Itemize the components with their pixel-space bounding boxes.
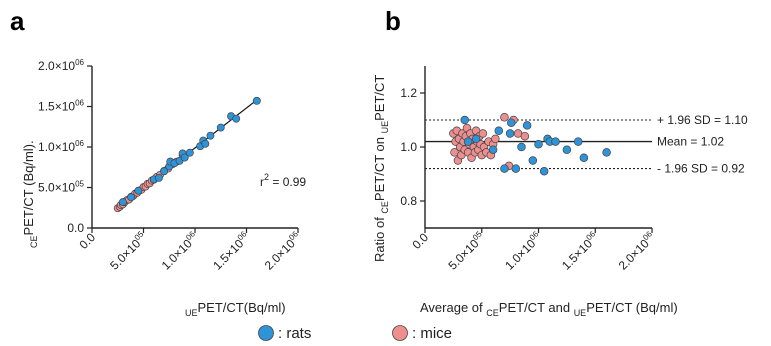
data-point-mice bbox=[478, 129, 488, 138]
data-point-rats bbox=[185, 148, 194, 157]
panel-a-y-axis-title: CEPET/CT (Bq/ml). bbox=[21, 140, 39, 248]
data-point-rats bbox=[505, 129, 515, 138]
data-point-rats bbox=[154, 173, 163, 182]
legend: : rats : mice bbox=[258, 325, 452, 342]
data-point-rats bbox=[573, 137, 583, 146]
legend-mice-marker bbox=[392, 325, 408, 341]
data-point-mice bbox=[491, 134, 500, 144]
legend-mice-label: : mice bbox=[412, 325, 452, 342]
data-point-rats bbox=[252, 96, 261, 105]
data-point-rats bbox=[201, 139, 210, 148]
panel-a-x-axis-title: UEPET/CT(Bq/ml) bbox=[185, 300, 286, 318]
data-point-rats bbox=[494, 126, 504, 136]
legend-rats-label: : rats bbox=[278, 325, 311, 342]
data-point-mice bbox=[500, 113, 509, 122]
y-tick-label: 1.5×1006 bbox=[38, 99, 84, 114]
y-tick-label: 1.2 bbox=[400, 86, 417, 100]
y-tick-label: 0.0 bbox=[67, 221, 84, 235]
data-point-rats bbox=[517, 142, 526, 152]
panel-b-y-axis-title: Ratio of CEPET/CT on UEPET/CT bbox=[372, 75, 390, 262]
x-tick-label: 2.0×1006 bbox=[261, 229, 304, 272]
x-tick-label: 2.0×1006 bbox=[615, 229, 658, 272]
data-point-rats bbox=[511, 164, 521, 173]
y-tick-label: 1.0×1006 bbox=[38, 139, 84, 154]
data-point-rats bbox=[602, 148, 611, 157]
data-point-rats bbox=[528, 156, 538, 165]
panel-a-letter: a bbox=[10, 6, 25, 36]
reference-line-label: Mean = 1.02 bbox=[657, 135, 724, 149]
data-point-rats bbox=[534, 140, 543, 149]
x-tick-label: 1.5×1006 bbox=[558, 229, 601, 272]
x-tick-label: 1.0×1006 bbox=[158, 229, 201, 272]
reference-line-label: + 1.96 SD = 1.10 bbox=[657, 113, 748, 127]
data-point-rats bbox=[463, 137, 473, 146]
x-tick-label: 0.0 bbox=[409, 230, 431, 252]
data-point-rats bbox=[488, 145, 498, 154]
data-point-mice bbox=[520, 131, 530, 141]
data-point-rats bbox=[232, 114, 241, 123]
y-tick-label: 5.0×1005 bbox=[38, 180, 84, 195]
x-tick-label: 1.0×1006 bbox=[502, 229, 545, 272]
panel-b-bland-altman: 0.8 1.0 1.2 0.0 5.0×1005 1.0×1006 1.5×1006 2.0×… bbox=[400, 66, 748, 273]
data-point-rats bbox=[471, 134, 481, 144]
reference-line-label: - 1.96 SD = 0.92 bbox=[657, 162, 745, 176]
data-point-rats bbox=[134, 186, 143, 195]
x-tick-label: 5.0×1005 bbox=[107, 229, 150, 272]
y-tick-label: 0.8 bbox=[400, 194, 417, 208]
panel-b-x-axis-title: Average of CEPET/CT and UEPET/CT (Bq/ml) bbox=[420, 300, 678, 318]
data-point-rats bbox=[118, 198, 127, 207]
panel-b-letter: b bbox=[385, 6, 401, 36]
data-point-rats bbox=[500, 164, 509, 173]
data-point-rats bbox=[206, 131, 215, 140]
data-point-rats bbox=[522, 121, 532, 130]
x-tick-label: 5.0×1005 bbox=[445, 229, 488, 272]
data-point-rats bbox=[460, 115, 469, 125]
data-point-rats bbox=[539, 167, 549, 176]
data-point-rats bbox=[216, 123, 225, 132]
x-tick-label: 1.5×1006 bbox=[210, 229, 253, 272]
y-tick-label: 2.0×1006 bbox=[38, 58, 84, 73]
data-point-rats bbox=[507, 118, 516, 127]
legend-rats-marker bbox=[258, 325, 274, 341]
data-point-rats bbox=[160, 167, 169, 176]
data-point-rats bbox=[579, 153, 589, 163]
data-point-rats bbox=[551, 137, 560, 146]
data-point-rats bbox=[180, 153, 189, 162]
data-point-rats bbox=[562, 145, 572, 154]
y-tick-label: 1.0 bbox=[400, 140, 417, 154]
panel-a-r-squared: r2 = 0.99 bbox=[260, 172, 306, 189]
data-point-rats bbox=[127, 193, 136, 202]
